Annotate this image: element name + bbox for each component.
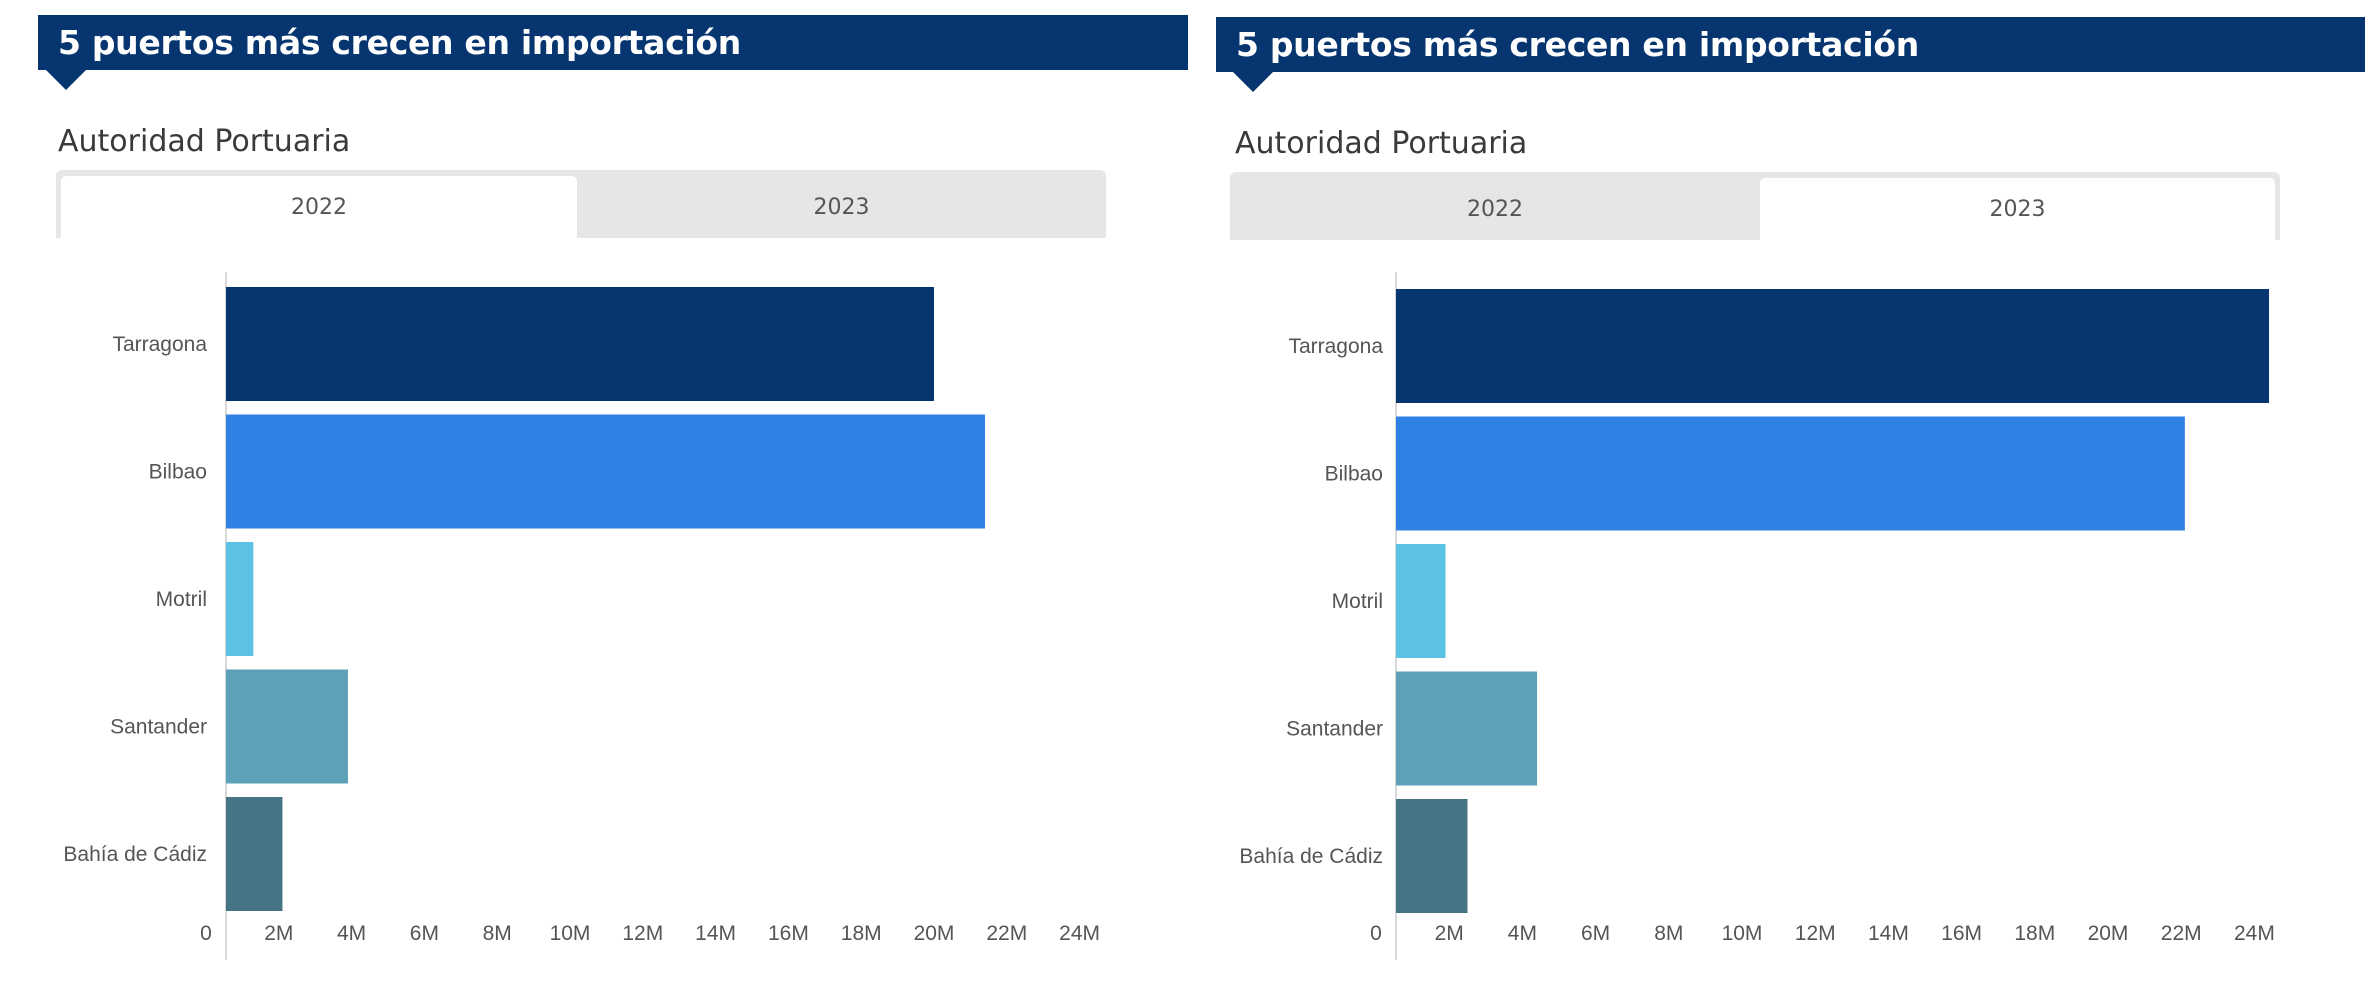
x-tick-label: 20M xyxy=(2088,922,2129,945)
x-tick-label: 14M xyxy=(1868,922,1909,945)
panel-title: 5 puertos más crecen en importación xyxy=(1216,17,2365,72)
category-label: Bahía de Cádiz xyxy=(1239,845,1383,868)
bar-bilbao[interactable] xyxy=(1396,416,2185,531)
x-tick-label: 24M xyxy=(2234,922,2275,945)
x-tick-label: 6M xyxy=(1581,922,1610,945)
tab-2022[interactable]: 2022 xyxy=(1467,196,1523,222)
x-tick-label: 12M xyxy=(622,922,663,945)
bar-bah-a-de-c-diz[interactable] xyxy=(226,797,283,911)
x-tick-label: 10M xyxy=(550,922,591,945)
panel-2023: 5 puertos más crecen en importación Auto… xyxy=(1178,0,2377,986)
bar-motril[interactable] xyxy=(226,542,254,656)
category-label: Motril xyxy=(1332,590,1383,613)
x-tick-label: 22M xyxy=(2161,922,2202,945)
x-tick-label: 16M xyxy=(768,922,809,945)
x-tick-label: 24M xyxy=(1059,922,1100,945)
x-tick-label: 8M xyxy=(483,922,512,945)
x-tick-label: 6M xyxy=(410,922,439,945)
tab-2023[interactable]: 2023 xyxy=(813,194,870,220)
tab-2023[interactable]: 2023 xyxy=(1760,178,2275,240)
panel-title: 5 puertos más crecen en importación xyxy=(38,15,1188,70)
year-tabs: 2022 2023 xyxy=(1230,172,2280,240)
bar-santander[interactable] xyxy=(1396,671,1538,786)
category-label: Motril xyxy=(156,588,207,611)
bar-tarragona[interactable] xyxy=(226,287,934,401)
year-tabs: 2022 2023 xyxy=(56,170,1106,238)
category-label: Bilbao xyxy=(1325,463,1383,486)
x-tick-label: 14M xyxy=(695,922,736,945)
panel-2022: 5 puertos más crecen en importación Auto… xyxy=(38,15,1188,960)
x-tick-label: 2M xyxy=(264,922,293,945)
tab-2022[interactable]: 2022 xyxy=(61,176,577,238)
x-tick-label: 10M xyxy=(1722,922,1763,945)
x-tick-label: 22M xyxy=(986,922,1027,945)
slicer-title: Autoridad Portuaria xyxy=(58,124,351,159)
x-tick-label: 20M xyxy=(914,922,955,945)
category-label: Tarragona xyxy=(1288,335,1383,358)
slicer-title: Autoridad Portuaria xyxy=(1235,126,1528,161)
category-label: Bilbao xyxy=(149,461,207,484)
category-label: Santander xyxy=(1286,718,1383,741)
category-label: Santander xyxy=(110,716,207,739)
bar-chart-2023: Tarragona Bilbao Motril Santander Bahía de C… xyxy=(1239,272,2275,960)
x-tick-label: 4M xyxy=(1508,922,1537,945)
x-tick-label: 18M xyxy=(2014,922,2055,945)
bar-motril[interactable] xyxy=(1396,544,1446,658)
x-tick-label: 0 xyxy=(200,922,212,945)
x-tick-label: 4M xyxy=(337,922,366,945)
x-tick-label: 8M xyxy=(1654,922,1683,945)
bar-chart-2022: Tarragona Bilbao Motril Santander Bahía de C… xyxy=(63,272,1100,960)
x-tick-label: 2M xyxy=(1435,922,1464,945)
bar-bah-a-de-c-diz[interactable] xyxy=(1396,799,1468,913)
category-label: Tarragona xyxy=(112,333,207,356)
title-pointer-icon xyxy=(1233,72,1273,92)
x-tick-label: 16M xyxy=(1941,922,1982,945)
x-tick-label: 0 xyxy=(1370,922,1382,945)
x-tick-label: 18M xyxy=(841,922,882,945)
bar-santander[interactable] xyxy=(226,669,348,784)
category-label: Bahía de Cádiz xyxy=(63,843,207,866)
bar-bilbao[interactable] xyxy=(226,414,985,529)
bar-tarragona[interactable] xyxy=(1396,289,2270,403)
x-tick-label: 12M xyxy=(1795,922,1836,945)
title-pointer-icon xyxy=(46,70,86,90)
